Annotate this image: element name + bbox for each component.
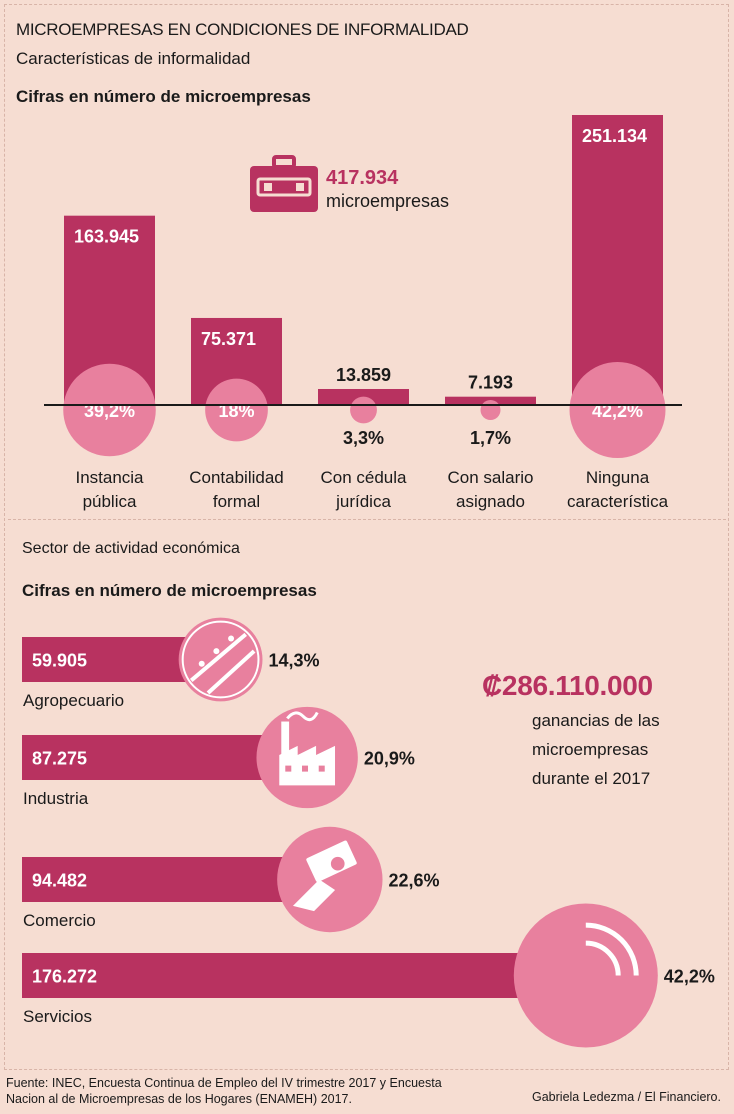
factory-icon [256, 706, 358, 809]
category-label-0-0: Instancia [75, 468, 144, 487]
sector-bar-chart: 59.905 14,3% Agropecuario 87.275 20,9% Indust… [22, 617, 715, 1048]
icon-circle-0 [178, 617, 263, 702]
percent-circle-0 [63, 363, 156, 457]
factory-window-0 [285, 765, 292, 772]
bar-0 [22, 637, 204, 682]
phone-wave-2 [585, 922, 639, 976]
figures-caption-2: Cifras en número de microempresas [22, 581, 317, 600]
category-label-3-0: Con salario [448, 468, 534, 487]
page-title: MICROEMPRESAS EN CONDICIONES DE INFORMAL… [16, 20, 469, 39]
percent-label-1: 20,9% [364, 749, 415, 769]
bar-1 [22, 735, 287, 780]
footer-source: Fuente: INEC, Encuesta Continua de Emple… [6, 1076, 442, 1106]
factory-chimney [281, 721, 290, 755]
informality-bar-chart: 163.94539,2%Instanciapública75.37118%Con… [44, 115, 682, 511]
category-label-1-1: formal [213, 492, 260, 511]
percent-label-0: 14,3% [268, 651, 319, 671]
category-label-2: Comercio [23, 911, 96, 930]
bar-value-label-3: 7.193 [468, 373, 513, 393]
bar-value-label-2: 94.482 [32, 871, 87, 891]
category-label-3: Servicios [23, 1007, 92, 1026]
hand-shape [292, 879, 336, 912]
factory-window-2 [318, 765, 325, 772]
percent-label-2: 22,6% [389, 871, 440, 891]
percent-label-3: 42,2% [664, 967, 715, 987]
plant-row-1 [189, 632, 248, 682]
phone-icon [513, 903, 658, 1048]
percent-label-2: 3,3% [343, 428, 384, 448]
category-label-3-1: asignado [456, 492, 525, 511]
plant-row-2 [206, 649, 256, 695]
category-label-2-0: Con cédula [320, 468, 407, 487]
percent-circle-1 [205, 378, 268, 442]
profits-label: ganancias de las microempresas durante e… [532, 711, 660, 788]
footer-credit: Gabriela Ledezma / El Financiero. [532, 1090, 721, 1104]
bar-4 [572, 115, 663, 405]
bar-value-label-0: 59.905 [32, 651, 87, 671]
category-label-1-0: Contabilidad [189, 468, 284, 487]
phone-wave-1 [585, 940, 621, 976]
percent-circle-4 [569, 362, 666, 458]
money-coin [330, 856, 345, 871]
bar-3 [22, 953, 557, 998]
category-label-1: Industria [23, 789, 89, 808]
callout-total-value: 417.934 [326, 167, 399, 189]
page-subtitle: Características de informalidad [16, 49, 251, 68]
bar-value-label-0: 163.945 [74, 227, 139, 247]
bar-value-label-1: 75.371 [201, 329, 256, 349]
money-hand-icon [277, 826, 383, 933]
bar-value-label-2: 13.859 [336, 365, 391, 385]
plant-ring [181, 620, 260, 699]
bar-value-label-3: 176.272 [32, 967, 97, 987]
category-label-4-1: característica [567, 492, 669, 511]
plant-leaf-0 [198, 660, 205, 667]
figures-caption-1: Cifras en número de microempresas [16, 87, 311, 106]
plant-icon [178, 617, 263, 702]
bar-2 [22, 857, 309, 902]
factory-window-1 [302, 765, 309, 772]
bar-value-label-4: 251.134 [582, 126, 647, 146]
plant-leaf-1 [213, 648, 220, 655]
callout-total-label: microempresas [326, 191, 450, 211]
factory-smoke [286, 711, 319, 722]
category-label-0: Agropecuario [23, 691, 124, 710]
infographic-frame [4, 4, 729, 1070]
plant-leaf-2 [228, 635, 235, 642]
category-label-4-0: Ninguna [586, 468, 650, 487]
profits-value: ₡286.110.000 [482, 670, 653, 701]
section2-title: Sector de actividad económica [22, 540, 240, 557]
icon-circle-2 [277, 826, 383, 933]
percent-circle-2 [350, 396, 377, 424]
category-label-0-1: pública [83, 492, 137, 511]
percent-label-3: 1,7% [470, 428, 511, 448]
section-divider [8, 519, 726, 520]
briefcase-icon [250, 155, 318, 212]
category-label-2-1: jurídica [335, 492, 391, 511]
bar-value-label-1: 87.275 [32, 749, 87, 769]
